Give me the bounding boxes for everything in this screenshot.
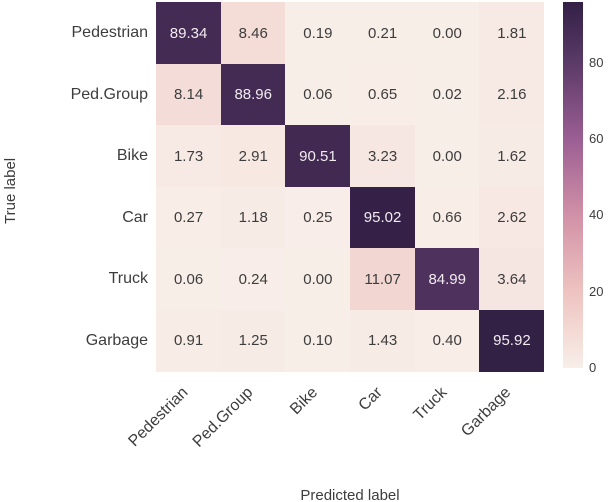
y-tick-label: Garbage [85,331,148,349]
colorbar-tick-label: 80 [589,54,604,70]
heatmap-cell: 0.91 [156,309,222,372]
y-tick-label: Ped.Group [70,85,148,103]
heatmap-cell: 2.91 [220,125,286,187]
heatmap-cell: 1.18 [220,186,286,249]
x-tick-label: Ped.Group [189,384,257,451]
heatmap-cell: 89.34 [156,2,222,64]
heatmap-cell: 0.10 [285,309,351,372]
heatmap-cell: 0.66 [414,186,480,249]
heatmap-cell: 2.62 [479,186,545,249]
x-tick-label: Pedestrian [125,384,192,451]
heatmap-cell: 1.25 [220,309,286,372]
colorbar [563,2,583,368]
colorbar-tick-label: 40 [589,207,604,223]
heatmap-cell: 1.62 [479,125,545,187]
y-tick-label: Bike [116,147,148,164]
heatmap-cell: 95.92 [479,309,545,372]
heatmap-cell: 2.16 [479,63,545,126]
heatmap-cell: 3.23 [350,125,416,187]
heatmap-cell: 8.14 [156,63,222,126]
heatmap-cell: 84.99 [414,248,480,310]
heatmap-cell: 1.73 [156,125,222,187]
heatmap-cell: 0.25 [285,186,351,249]
heatmap-cell: 0.24 [220,248,286,310]
x-tick-label: Truck [410,384,451,424]
heatmap-cell: 0.19 [285,2,351,64]
heatmap-cell: 0.00 [285,248,351,310]
y-tick-label: Truck [108,270,148,287]
heatmap-cell: 0.02 [414,63,480,126]
heatmap-cell: 95.02 [350,186,416,249]
colorbar-tick-label: 0 [589,360,597,375]
x-axis-label: Predicted label [300,487,400,502]
heatmap-cell: 0.06 [285,63,351,126]
colorbar-tick-label: 60 [589,131,604,147]
heatmap-cell: 0.65 [350,63,416,126]
heatmap-grid: 89.34 8.46 0.19 0.21 0.00 1.81 8.14 88.96 0.06 0.… [156,2,545,372]
heatmap-cell: 0.40 [414,309,480,372]
x-tick-label: Garbage [458,384,515,441]
x-tick-label: Bike [286,384,321,419]
y-tick-label: Pedestrian [71,24,149,41]
heatmap-cell: 8.46 [220,2,286,64]
heatmap-cell: 0.00 [414,125,480,187]
x-tick-label: Car [355,384,386,415]
y-tick-labels: Pedestrian Ped.Group Bike Car Truck Garbage [0,2,148,371]
heatmap-cell: 1.43 [350,309,416,372]
heatmap-cell: 88.96 [220,63,286,126]
heatmap-cell: 90.51 [285,125,351,187]
heatmap-cell: 0.27 [156,186,222,249]
heatmap-cell: 1.81 [479,2,545,64]
y-tick-label: Car [122,208,148,226]
heatmap-cell: 11.07 [350,248,416,310]
colorbar-tick-label: 20 [589,283,604,299]
heatmap-cell: 0.06 [156,248,222,310]
heatmap-cell: 0.21 [350,2,416,64]
heatmap-cell: 0.00 [414,2,480,64]
heatmap-cell: 3.64 [479,248,545,310]
